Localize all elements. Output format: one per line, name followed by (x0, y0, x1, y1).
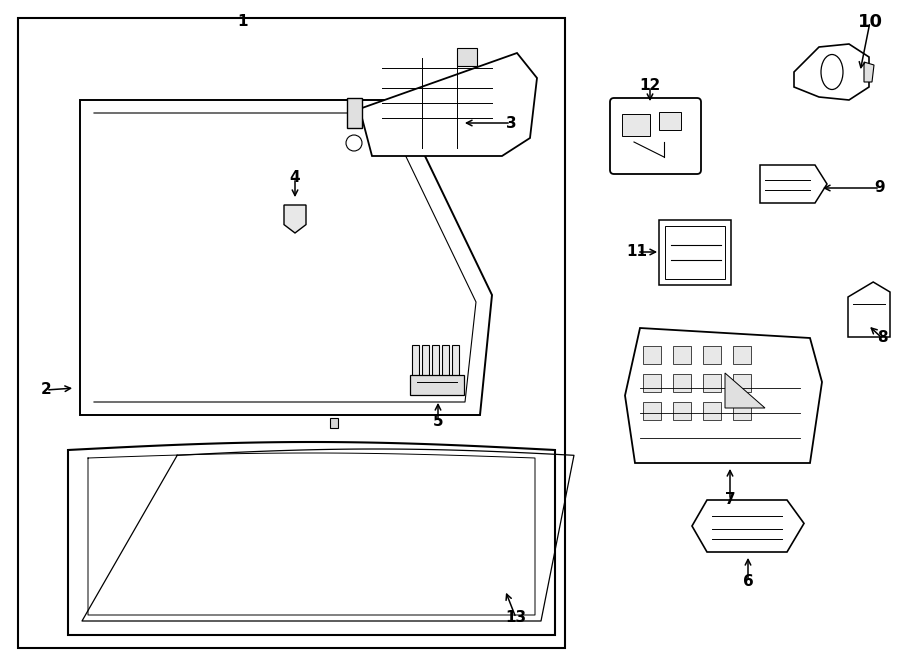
Polygon shape (284, 205, 306, 233)
Text: 12: 12 (639, 79, 661, 93)
Ellipse shape (821, 54, 843, 89)
Bar (673, 374, 691, 392)
Polygon shape (692, 500, 804, 552)
Bar (622, 114, 650, 136)
Text: 4: 4 (290, 171, 301, 185)
Bar (733, 374, 751, 392)
Polygon shape (432, 345, 439, 380)
Polygon shape (410, 375, 464, 395)
Bar (643, 374, 661, 392)
Text: 7: 7 (724, 493, 735, 508)
Polygon shape (68, 442, 555, 635)
Text: 9: 9 (875, 181, 886, 195)
Polygon shape (794, 44, 869, 100)
Text: 5: 5 (433, 414, 444, 430)
Text: 13: 13 (506, 610, 526, 626)
Polygon shape (452, 345, 459, 380)
Bar (733, 346, 751, 364)
Circle shape (346, 135, 362, 151)
Polygon shape (725, 373, 765, 408)
Bar (643, 402, 661, 420)
Polygon shape (760, 165, 827, 203)
Bar (703, 346, 721, 364)
Bar (703, 374, 721, 392)
Bar (703, 402, 721, 420)
Polygon shape (457, 48, 477, 66)
Polygon shape (864, 62, 874, 82)
Text: 2: 2 (40, 383, 51, 397)
FancyBboxPatch shape (610, 98, 701, 174)
Polygon shape (625, 328, 822, 463)
Text: 6: 6 (742, 575, 753, 589)
Bar (643, 346, 661, 364)
Bar (18, 18, 565, 648)
Polygon shape (442, 345, 449, 380)
Polygon shape (362, 53, 537, 156)
Text: 1: 1 (238, 15, 248, 30)
Bar (659, 112, 681, 130)
Text: 11: 11 (626, 244, 647, 260)
Polygon shape (848, 282, 890, 337)
Text: 3: 3 (506, 115, 517, 130)
Text: 8: 8 (877, 330, 887, 346)
Bar (733, 402, 751, 420)
Polygon shape (80, 100, 492, 415)
Polygon shape (347, 98, 362, 128)
Polygon shape (659, 220, 731, 285)
Text: 10: 10 (858, 13, 883, 31)
Polygon shape (422, 345, 429, 380)
Bar (665, 226, 725, 279)
Bar (673, 346, 691, 364)
Polygon shape (412, 345, 419, 380)
Bar (673, 402, 691, 420)
Polygon shape (330, 418, 338, 428)
